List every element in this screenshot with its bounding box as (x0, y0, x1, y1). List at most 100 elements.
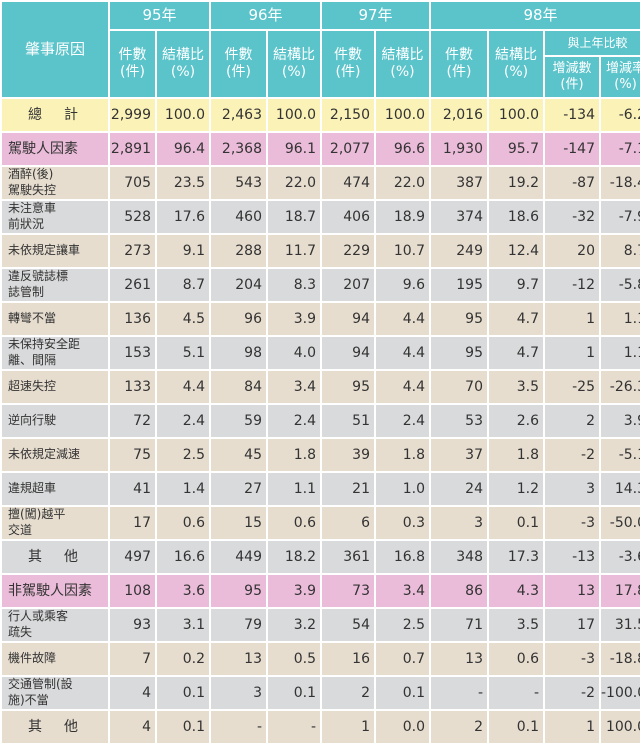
table-cell: -7.9 (601, 201, 640, 233)
table-cell: 15 (211, 507, 266, 539)
row-cause-label: 駕駛人因素 (2, 133, 108, 165)
header-count: 件數 (件) (431, 31, 487, 97)
table-cell: 4 (110, 711, 155, 743)
table-cell: 0.6 (157, 507, 209, 539)
table-cell: 23.5 (157, 167, 209, 199)
header-year-95: 95年 (110, 2, 209, 29)
table-cell: 21 (322, 473, 374, 505)
table-cell: -12 (545, 269, 599, 301)
table-cell: 13 (545, 575, 599, 607)
table-body: 總 計 2,999 100.0 2,463 100.0 2,150 100.0 2,016 10… (2, 99, 640, 743)
table-cell: 12.4 (489, 235, 543, 267)
row-cause-label: 未依規定讓車 (2, 235, 108, 267)
table-cell: 0.1 (157, 677, 209, 709)
table-cell: 2,999 (110, 99, 155, 131)
table-cell: -5.1 (601, 439, 640, 471)
table-cell: 86 (431, 575, 487, 607)
row-cause-label: 違反號誌標 誌管制 (2, 269, 108, 301)
table-cell: 100.0 (157, 99, 209, 131)
row-cause-label: 未注意車 前狀況 (2, 201, 108, 233)
row-cause-label: 行人或乘客 疏失 (2, 609, 108, 641)
table-cell: 543 (211, 167, 266, 199)
table-cell: 8.3 (268, 269, 320, 301)
table-cell: 1.1 (601, 337, 640, 369)
table-cell: 18.6 (489, 201, 543, 233)
row-cause-label: 超速失控 (2, 371, 108, 403)
header-year-97: 97年 (322, 2, 429, 29)
table-cell: 93 (110, 609, 155, 641)
table-cell: 100.0 (376, 99, 429, 131)
table-cell: 195 (431, 269, 487, 301)
table-cell: 51 (322, 405, 374, 437)
table-cell: 17 (110, 507, 155, 539)
table-cell: 288 (211, 235, 266, 267)
table-cell: 94 (322, 337, 374, 369)
table-cell: 4.0 (268, 337, 320, 369)
table-cell: 2 (431, 711, 487, 743)
row-cause-label: 逆向行駛 (2, 405, 108, 437)
table-cell: 204 (211, 269, 266, 301)
row-cause-label: 擅(闖)越平 交道 (2, 507, 108, 539)
table-cell: 9.1 (157, 235, 209, 267)
table-cell: 0.1 (157, 711, 209, 743)
table-cell: 24 (431, 473, 487, 505)
table-cell: 22.0 (268, 167, 320, 199)
table-row: 未注意車 前狀況 528 17.6 460 18.7 406 18.9 374 18.6 -32-… (2, 201, 640, 233)
row-cause-label: 非駕駛人因素 (2, 575, 108, 607)
table-cell: 3 (545, 473, 599, 505)
table-cell: 54 (322, 609, 374, 641)
table-cell: -32 (545, 201, 599, 233)
table-cell: 2.5 (376, 609, 429, 641)
table-cell: 37 (431, 439, 487, 471)
table-cell: 1.1 (601, 303, 640, 335)
table-cell: 41 (110, 473, 155, 505)
table-cell: 1 (545, 337, 599, 369)
table-cell: -6.2 (601, 99, 640, 131)
table-cell: 2,891 (110, 133, 155, 165)
row-cause-label: 總 計 (2, 99, 108, 131)
table-cell: -134 (545, 99, 599, 131)
table-cell: 95 (322, 371, 374, 403)
table-cell: 53 (431, 405, 487, 437)
table-cell: 11.7 (268, 235, 320, 267)
table-cell: -13 (545, 541, 599, 573)
table-cell: 3.4 (376, 575, 429, 607)
table-cell: 374 (431, 201, 487, 233)
table-cell: 2 (322, 677, 374, 709)
table-cell: 31.5 (601, 609, 640, 641)
table-cell: 100.0 (268, 99, 320, 131)
table-cell: 528 (110, 201, 155, 233)
header-change-rate: 增減率 (%) (601, 57, 640, 97)
header-count: 件數 (件) (322, 31, 374, 97)
table-cell: 273 (110, 235, 155, 267)
table-cell: -18.8 (601, 643, 640, 675)
table-cell: 20 (545, 235, 599, 267)
row-cause-label: 違規超車 (2, 473, 108, 505)
table-cell: 2,016 (431, 99, 487, 131)
table-cell: 1.0 (376, 473, 429, 505)
table-cell: -2 (545, 677, 599, 709)
table-cell: 96.1 (268, 133, 320, 165)
table-cell: 0.1 (489, 507, 543, 539)
table-cell: 3.5 (489, 371, 543, 403)
header-count: 件數 (件) (110, 31, 155, 97)
table-cell: 0.2 (157, 643, 209, 675)
table-cell: 59 (211, 405, 266, 437)
row-cause-label: 其 他 (2, 541, 108, 573)
table-cell: 1.8 (268, 439, 320, 471)
table-cell: 39 (322, 439, 374, 471)
table-cell: 17.3 (489, 541, 543, 573)
table-cell: 16 (322, 643, 374, 675)
table-cell: 387 (431, 167, 487, 199)
table-cell: -25 (545, 371, 599, 403)
table-cell: 96.6 (376, 133, 429, 165)
table-cell: 497 (110, 541, 155, 573)
row-cause-label: 機件故障 (2, 643, 108, 675)
header-compare: 與上年比較 (545, 31, 640, 55)
